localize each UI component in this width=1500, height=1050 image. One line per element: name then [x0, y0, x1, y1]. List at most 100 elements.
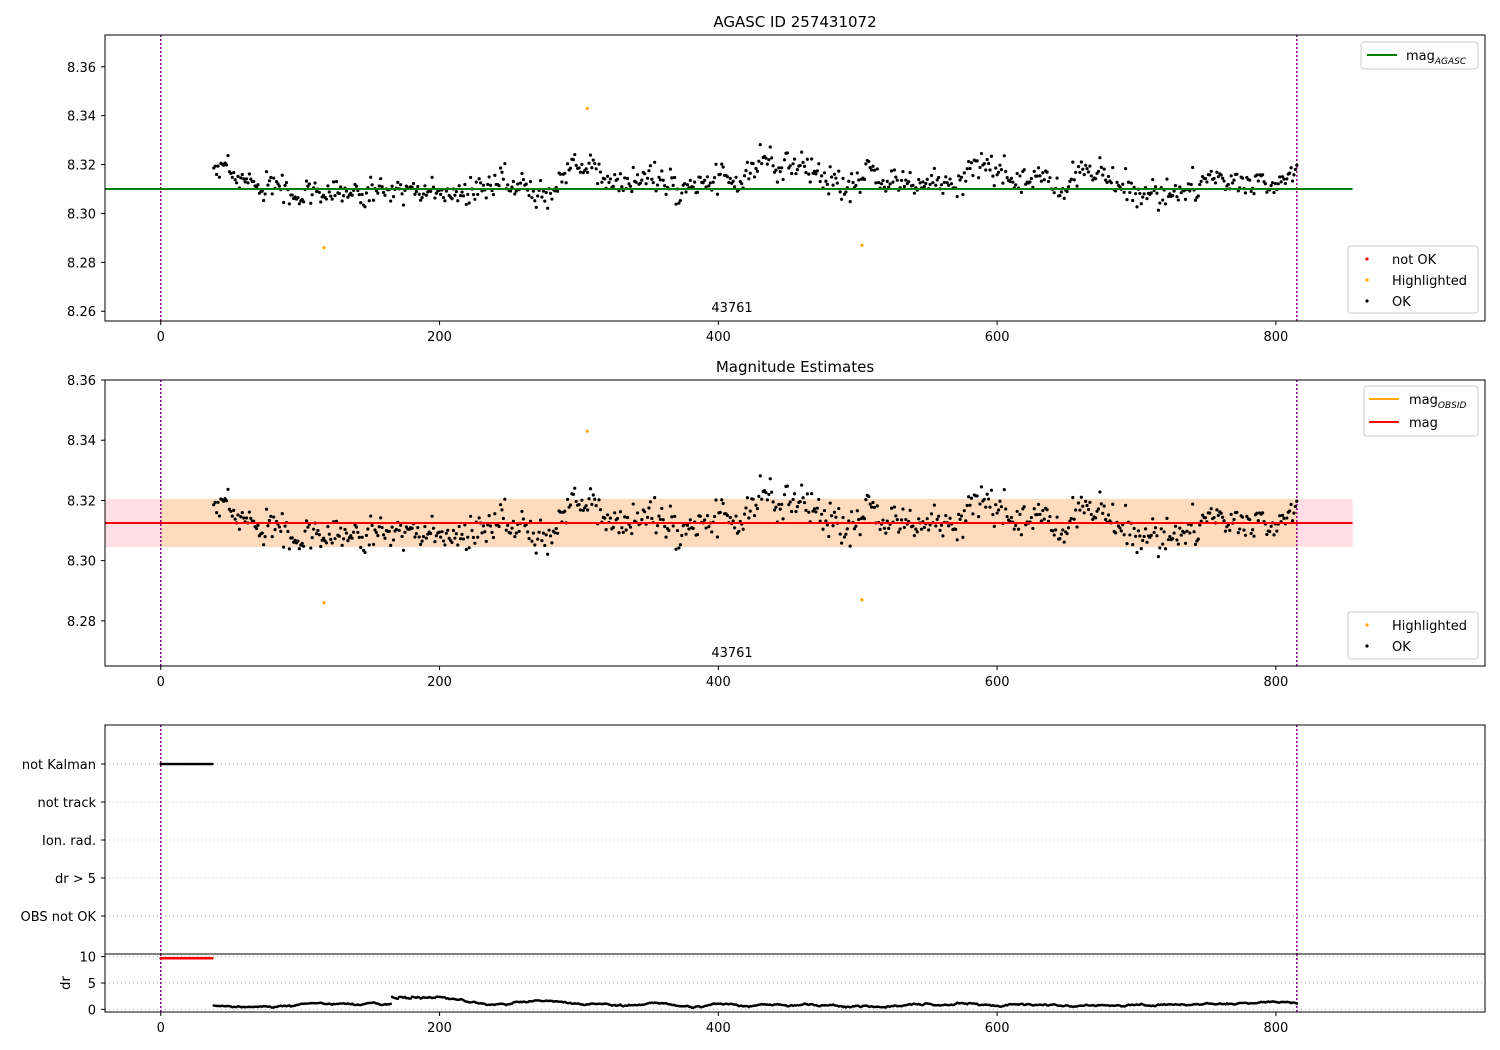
ok-point: [668, 167, 672, 171]
ok-point: [959, 175, 964, 179]
ok-point: [791, 162, 795, 166]
ok-point: [543, 199, 547, 203]
ok-point: [376, 191, 380, 195]
ok-point: [817, 497, 821, 502]
ok-point: [892, 168, 897, 172]
ok-point: [1099, 502, 1103, 506]
ok-point: [381, 533, 386, 537]
ok-point: [1078, 170, 1082, 174]
ok-point: [667, 528, 671, 533]
ok-point: [306, 525, 310, 529]
ok-point: [845, 527, 849, 531]
ok-point: [778, 507, 782, 511]
ok-point: [742, 512, 747, 516]
ok-point: [938, 528, 942, 532]
ok-point: [477, 516, 481, 520]
ok-point: [554, 527, 558, 531]
ok-point: [282, 200, 286, 205]
ok-point: [932, 503, 936, 507]
ok-point: [1032, 169, 1036, 173]
ok-point: [1228, 528, 1232, 532]
ok-point: [1272, 190, 1276, 195]
ok-point: [1189, 523, 1193, 527]
ok-point: [329, 537, 333, 541]
highlighted-point: [322, 601, 326, 605]
ok-point: [617, 531, 621, 535]
legend-not-ok-marker: [1365, 257, 1369, 261]
ok-point: [725, 513, 730, 518]
ok-point: [847, 179, 851, 183]
ok-point: [1075, 184, 1079, 188]
ok-point: [254, 526, 259, 531]
ok-point: [346, 195, 350, 199]
legend-sub: OBSID: [1438, 401, 1467, 411]
ok-point: [1015, 171, 1019, 176]
legend-lines: magAGASC: [1360, 41, 1479, 70]
ok-point: [707, 184, 711, 188]
ok-point: [574, 163, 578, 167]
ok-point: [634, 180, 638, 184]
ok-point: [611, 525, 615, 529]
ok-point: [373, 528, 377, 532]
ok-point: [1198, 523, 1202, 527]
ok-point: [680, 533, 684, 538]
ok-point: [901, 507, 905, 511]
ok-point: [1168, 534, 1172, 539]
ok-point: [764, 156, 768, 160]
ok-point: [1189, 182, 1193, 187]
ok-point: [1118, 526, 1122, 530]
ok-point: [302, 200, 306, 204]
ok-point: [566, 497, 570, 501]
ok-point: [1243, 533, 1248, 537]
ok-point: [229, 509, 233, 513]
ok-point: [790, 171, 794, 176]
ok-point: [1012, 527, 1016, 531]
ok-point: [379, 516, 383, 520]
ok-point: [214, 511, 219, 515]
ok-point: [785, 484, 789, 488]
x-tick-label: 800: [1263, 1021, 1288, 1036]
ok-point: [1138, 191, 1142, 196]
ok-point: [1192, 530, 1196, 534]
ok-point: [359, 545, 363, 550]
x-tick-label: 200: [427, 1021, 452, 1036]
plot-area: [105, 380, 1353, 666]
ok-point: [497, 184, 501, 188]
ok-point: [1055, 176, 1059, 180]
ok-point: [1125, 541, 1129, 546]
ok-point: [1101, 511, 1105, 515]
ok-point: [1188, 531, 1192, 535]
ok-point: [660, 169, 664, 173]
ok-point: [424, 193, 428, 197]
ok-point: [684, 190, 688, 194]
ok-point: [560, 180, 564, 184]
ok-point: [1079, 160, 1083, 164]
ok-point: [527, 536, 531, 541]
ok-point: [631, 165, 635, 170]
ok-point: [645, 176, 650, 180]
highlighted-point: [860, 243, 864, 247]
ok-point: [571, 158, 575, 162]
ok-point: [598, 508, 603, 512]
ok-point: [391, 538, 396, 542]
ok-point: [1069, 177, 1073, 181]
ok-point: [1152, 530, 1156, 534]
ok-point: [942, 180, 946, 185]
ok-point: [957, 174, 961, 178]
ok-point: [1058, 537, 1062, 541]
ok-point: [260, 531, 264, 535]
ok-point: [548, 191, 553, 195]
ok-point: [758, 474, 762, 478]
ok-point: [571, 492, 575, 496]
ok-point: [463, 182, 467, 187]
ok-point: [979, 485, 984, 489]
ok-point: [1079, 495, 1083, 499]
legend-mag: mag: [1409, 393, 1438, 408]
flag-label: OBS not OK: [21, 910, 97, 925]
ok-point: [978, 165, 982, 170]
ok-point: [962, 509, 966, 513]
ok-point: [718, 172, 722, 176]
ok-point: [922, 525, 926, 529]
ok-point: [434, 534, 438, 538]
ok-point: [851, 180, 855, 185]
